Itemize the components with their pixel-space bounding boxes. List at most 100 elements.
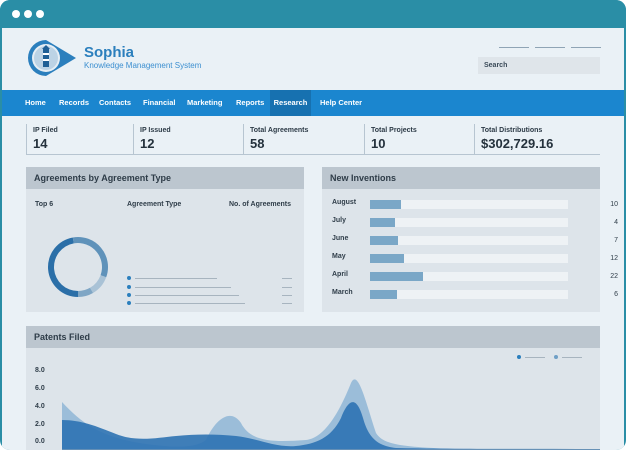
agreement-count-line [282, 278, 292, 279]
stat-label: IP Issued [140, 127, 171, 134]
agreements-donut-chart [47, 237, 108, 297]
stat-label: Total Projects [371, 127, 417, 134]
agreement-count-line [282, 303, 292, 304]
stat-value: 12 [140, 136, 155, 151]
invention-bar-track [370, 218, 568, 227]
y-axis-tick-label: 0.0 [35, 438, 45, 445]
invention-month-label: June [332, 235, 349, 242]
nav-item-records[interactable]: Records [59, 98, 90, 107]
invention-month-label: May [332, 253, 346, 260]
stat-label: IP Filed [33, 127, 58, 134]
agreement-type-line [135, 303, 245, 304]
donut-segment [90, 275, 107, 293]
patents-legend-line [562, 357, 582, 358]
app-subtitle: Knowledge Management System [84, 61, 202, 70]
patents-legend-dot-light [554, 355, 558, 359]
stat-total-projects: Total Projects 10 [364, 124, 465, 154]
agreement-count-line [282, 295, 292, 296]
stat-total-agreements: Total Agreements 58 [243, 124, 354, 154]
header-link[interactable] [499, 47, 529, 48]
nav-item-help-center[interactable]: Help Center [320, 98, 363, 107]
nav-item-reports[interactable]: Reports [236, 98, 265, 107]
legend-dot [127, 301, 131, 305]
invention-bar-fill [370, 200, 401, 209]
column-header-agreement-type: Agreement Type [127, 201, 182, 208]
stat-value: 58 [250, 136, 265, 151]
invention-bar-track [370, 236, 568, 245]
y-axis-tick-label: 2.0 [35, 421, 45, 428]
column-header-agreement-count: No. of Agreements [229, 201, 291, 208]
invention-value: 12 [610, 255, 618, 262]
invention-bar-fill [370, 236, 398, 245]
legend-dot [127, 285, 131, 289]
stat-value: $302,729.16 [481, 136, 554, 151]
nav-item-contacts[interactable]: Contacts [99, 98, 132, 107]
nav-item-financial[interactable]: Financial [143, 98, 176, 107]
agreement-type-line [135, 287, 231, 288]
stats-row: IP Filed 14 IP Issued 12 Total Agreement… [26, 124, 600, 156]
window-control-dot[interactable] [36, 10, 44, 18]
app-window: Sophia Knowledge Management System Searc… [2, 28, 624, 450]
lighthouse-logo-icon [28, 40, 76, 76]
legend-dot [127, 276, 131, 280]
search-input[interactable]: Search [478, 57, 600, 74]
patents-panel: Patents Filed 8.0 6.0 4.0 2.0 0.0 [26, 326, 600, 450]
agreement-type-line [135, 278, 217, 279]
window-control-dot[interactable] [12, 10, 20, 18]
stat-ip-filed: IP Filed 14 [26, 124, 127, 154]
invention-value: 22 [610, 273, 618, 280]
patents-area-chart [62, 379, 600, 450]
nav-item-home[interactable]: Home [25, 98, 46, 107]
invention-bar-track [370, 254, 568, 263]
y-axis-tick-label: 4.0 [35, 403, 45, 410]
window-titlebar [0, 0, 626, 28]
inventions-panel: New Inventions August 10 July 4 June 7 May 12 Ap… [322, 167, 618, 312]
invention-value: 10 [610, 201, 618, 208]
invention-value: 7 [614, 237, 618, 244]
invention-month-label: March [332, 289, 353, 296]
patents-series-dark [62, 402, 600, 450]
stats-divider [26, 154, 600, 155]
legend-dot [127, 293, 131, 297]
invention-month-label: August [332, 199, 357, 206]
patents-legend-dot-dark [517, 355, 521, 359]
y-axis-tick-label: 6.0 [35, 385, 45, 392]
invention-bar-fill [370, 290, 397, 299]
invention-month-label: April [332, 271, 348, 278]
patents-panel-title: Patents Filed [26, 326, 600, 348]
invention-value: 6 [614, 291, 618, 298]
invention-bar-fill [370, 218, 395, 227]
app-name: Sophia [84, 44, 135, 61]
nav-item-research[interactable]: Research [270, 90, 311, 116]
donut-segment [78, 287, 93, 297]
patents-legend-line [525, 357, 545, 358]
stat-value: 14 [33, 136, 48, 151]
header: Sophia Knowledge Management System Searc… [2, 28, 624, 90]
invention-value: 4 [614, 219, 618, 226]
invention-bar-fill [370, 272, 423, 281]
main-nav: Home Records Contacts Financial Marketin… [2, 90, 624, 116]
agreement-type-line [135, 295, 239, 296]
invention-bar-track [370, 290, 568, 299]
inventions-panel-title: New Inventions [322, 167, 600, 189]
column-header-top: Top 6 [35, 201, 54, 208]
stat-ip-issued: IP Issued 12 [133, 124, 234, 154]
stat-label: Total Distributions [481, 127, 543, 134]
agreements-panel-title: Agreements by Agreement Type [26, 167, 304, 189]
stat-value: 10 [371, 136, 386, 151]
invention-bar-track [370, 272, 568, 281]
invention-bar-fill [370, 254, 404, 263]
window-control-dot[interactable] [24, 10, 32, 18]
invention-month-label: July [332, 217, 347, 224]
agreements-panel: Agreements by Agreement Type Top 6 Agree… [26, 167, 304, 312]
stat-total-distributions: Total Distributions $302,729.16 [474, 124, 595, 154]
stat-label: Total Agreements [250, 127, 309, 134]
donut-segment [72, 237, 108, 278]
nav-item-marketing[interactable]: Marketing [187, 98, 223, 107]
donut-segment [47, 237, 78, 297]
header-link[interactable] [571, 47, 601, 48]
y-axis-tick-label: 8.0 [35, 367, 45, 374]
header-link[interactable] [535, 47, 565, 48]
agreement-count-line [282, 287, 292, 288]
